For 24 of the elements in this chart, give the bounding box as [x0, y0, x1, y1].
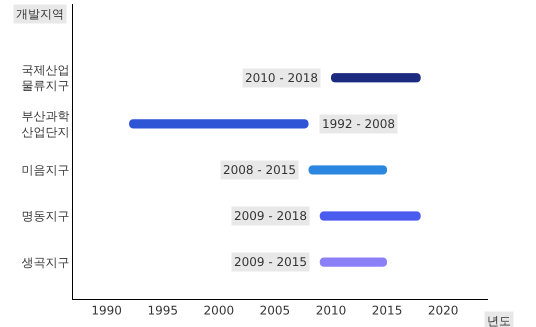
y-tick-label: 국제산업 물류지구	[22, 63, 70, 93]
y-tick-label: 명동지구	[22, 209, 70, 224]
x-tick-label: 2015	[372, 303, 402, 318]
x-tick-label: 2010	[316, 303, 346, 318]
x-tick-label: 2005	[260, 303, 290, 318]
bar	[308, 165, 388, 175]
x-tick-label: 2020	[428, 303, 458, 318]
bar	[320, 258, 388, 267]
x-tick-label: 2000	[204, 303, 234, 318]
y-tick-label: 미음지구	[22, 163, 70, 178]
y-tick-label: 생곡지구	[22, 255, 70, 270]
x-tick-label: 1995	[147, 303, 178, 318]
bar	[330, 73, 421, 82]
y-tick-label: 부산과학 산업단지	[22, 109, 70, 139]
bar	[320, 211, 421, 221]
y-axis-title: 개발지역	[16, 7, 64, 21]
x-tick-label: 1990	[91, 303, 122, 318]
annotation: 2009 - 2018	[234, 209, 308, 223]
bar	[129, 119, 309, 128]
annotation: 1992 - 2008	[322, 117, 396, 131]
annotation: 2010 - 2018	[245, 71, 318, 85]
x-axis-title: 년도	[487, 314, 511, 327]
annotation: 2009 - 2015	[234, 255, 308, 269]
annotation: 2008 - 2015	[223, 163, 296, 177]
